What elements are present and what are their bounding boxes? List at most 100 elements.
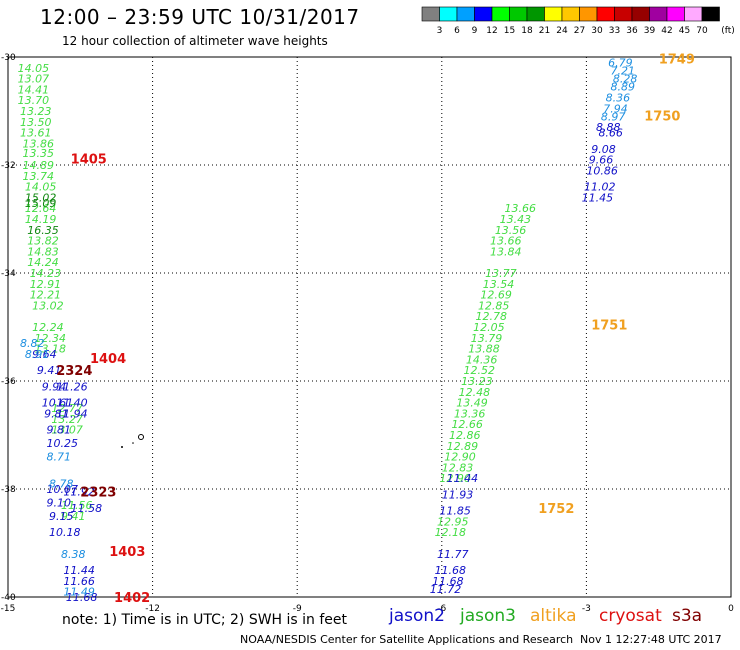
swh-value: 13.49 bbox=[456, 397, 488, 410]
swh-value: 12.90 bbox=[444, 451, 476, 464]
colorbar-label: 3 bbox=[437, 26, 443, 36]
swh-value: 11.72 bbox=[430, 583, 462, 596]
colorbar-label: 70 bbox=[696, 26, 708, 36]
pass-time-label: 1402 bbox=[114, 591, 150, 606]
swh-value: 13.07 bbox=[51, 424, 83, 437]
swh-value: 12.90 bbox=[439, 472, 471, 485]
colorbar-label: 27 bbox=[574, 26, 585, 36]
colorbar-label: 24 bbox=[556, 26, 568, 36]
colorbar-unit: (ft) bbox=[721, 26, 735, 36]
x-tick-label: -12 bbox=[145, 604, 160, 614]
swh-value: 10.61 bbox=[42, 397, 74, 410]
swh-value: 11.68 bbox=[66, 591, 98, 604]
swh-value: 12.52 bbox=[463, 364, 495, 377]
footer-note: note: 1) Time is in UTC; 2) SWH is in fe… bbox=[62, 612, 348, 628]
swh-value: 13.07 bbox=[18, 73, 50, 86]
pass-time-label: 1749 bbox=[659, 53, 695, 68]
x-tick-label: -6 bbox=[437, 604, 446, 614]
swh-value: 13.70 bbox=[18, 94, 50, 107]
page-subtitle: 12 hour collection of altimeter wave hei… bbox=[62, 34, 328, 48]
swh-value: 8.66 bbox=[598, 127, 623, 140]
swh-value: 13.27 bbox=[51, 413, 83, 426]
swh-value: 14.23 bbox=[30, 267, 62, 280]
swh-value: 12.89 bbox=[447, 440, 479, 453]
swh-value: 11.58 bbox=[71, 502, 103, 515]
colorbar-label: 42 bbox=[661, 26, 672, 36]
swh-value: 12.77 bbox=[51, 402, 83, 415]
swh-value: 9.64 bbox=[32, 348, 57, 361]
swh-value: 13.35 bbox=[22, 147, 54, 160]
swh-value: 8.28 bbox=[613, 73, 638, 86]
swh-value: 11.68 bbox=[432, 575, 464, 588]
swh-value: 14.24 bbox=[27, 256, 58, 269]
swh-value: 15.02 bbox=[25, 191, 57, 204]
island-marker bbox=[132, 442, 134, 444]
swh-value: 8.36 bbox=[606, 92, 631, 105]
swh-value: 13.74 bbox=[22, 170, 54, 183]
colorbar-label: 15 bbox=[504, 26, 515, 36]
x-tick-label: -3 bbox=[582, 604, 591, 614]
swh-value: 13.86 bbox=[22, 137, 54, 150]
swh-value: 11.44 bbox=[63, 564, 95, 577]
colorbar-label: 18 bbox=[521, 26, 533, 36]
swh-value: 14.83 bbox=[27, 245, 58, 258]
y-tick-label: -38 bbox=[1, 485, 16, 495]
y-tick-label: -32 bbox=[1, 161, 16, 171]
swh-value: 10.18 bbox=[49, 526, 81, 539]
swh-value: 12.85 bbox=[478, 299, 510, 312]
swh-value: 12.21 bbox=[30, 289, 62, 302]
swh-value: 9.94 bbox=[42, 380, 67, 393]
swh-value: 13.54 bbox=[483, 278, 515, 291]
swh-value: 16.35 bbox=[27, 224, 58, 237]
swh-value: 7.94 bbox=[603, 102, 628, 115]
colorbar-label: 39 bbox=[644, 26, 656, 36]
swh-value: 7.21 bbox=[611, 65, 636, 78]
y-tick-label: -40 bbox=[1, 593, 16, 603]
swh-value: 11.93 bbox=[442, 488, 474, 501]
swh-value: 10.86 bbox=[586, 164, 618, 177]
swh-value: 13.66 bbox=[504, 202, 535, 215]
swh-value: 13.43 bbox=[500, 213, 532, 226]
swh-value: 11.56 bbox=[61, 499, 93, 512]
colorbar-label: 33 bbox=[609, 26, 620, 36]
swh-value: 8.71 bbox=[47, 451, 71, 464]
y-tick-label: -30 bbox=[1, 53, 16, 63]
legend-item-cryosat: cryosat bbox=[599, 606, 662, 626]
swh-value: 13.23 bbox=[20, 105, 52, 118]
pass-time-label: 1750 bbox=[644, 109, 680, 124]
swh-value: 13.50 bbox=[20, 116, 52, 129]
swh-value: 14.19 bbox=[25, 213, 57, 226]
swh-value: 12.05 bbox=[473, 321, 505, 334]
colorbar-label: 30 bbox=[591, 26, 603, 36]
swh-value: 12.86 bbox=[449, 429, 481, 442]
swh-value: 8.97 bbox=[601, 110, 626, 123]
swh-value: 13.02 bbox=[32, 299, 64, 312]
color-scale-bar: 3 6 9 12 15 18 21 24 27 30 33 36 39 42 45 70 (ft) bbox=[421, 6, 735, 36]
swh-value: 11.26 bbox=[56, 380, 87, 393]
colorbar-label: 6 bbox=[454, 26, 460, 36]
swh-value: 12.48 bbox=[459, 386, 491, 399]
x-tick-label: 0 bbox=[728, 604, 734, 614]
swh-value: 9.15 bbox=[49, 510, 74, 523]
swh-value: 13.88 bbox=[468, 343, 500, 356]
swh-value: 13.36 bbox=[454, 407, 486, 420]
swh-value: 8.88 bbox=[596, 121, 621, 134]
swh-value: 14.89 bbox=[22, 159, 54, 172]
legend-item-altika: altika bbox=[530, 606, 577, 626]
generated-timestamp: Nov 1 12:27:48 UTC 2017 bbox=[580, 633, 722, 646]
swh-value: 6.79 bbox=[608, 56, 633, 69]
page-title: 12:00 – 23:59 UTC 10/31/2017 bbox=[40, 5, 360, 29]
swh-value: 14.05 bbox=[25, 181, 57, 194]
pass-time-label: 1751 bbox=[591, 318, 627, 333]
swh-value: 12.34 bbox=[35, 332, 66, 345]
colorbar-label: 9 bbox=[472, 26, 478, 36]
swh-value: 9.66 bbox=[589, 154, 614, 167]
wave-height-plot: -15 -12 -9 -6 -3 0-30-32-34-36-38-4014.0513.0… bbox=[1, 53, 734, 614]
legend-item-s3a: s3a bbox=[672, 606, 703, 626]
swh-value: 10.07 bbox=[47, 483, 78, 496]
swh-value: 13.77 bbox=[485, 267, 517, 280]
swh-value: 11.94 bbox=[56, 407, 87, 420]
island-marker bbox=[121, 446, 123, 448]
plot-frame bbox=[7, 56, 732, 598]
swh-value: 12.83 bbox=[442, 461, 474, 474]
